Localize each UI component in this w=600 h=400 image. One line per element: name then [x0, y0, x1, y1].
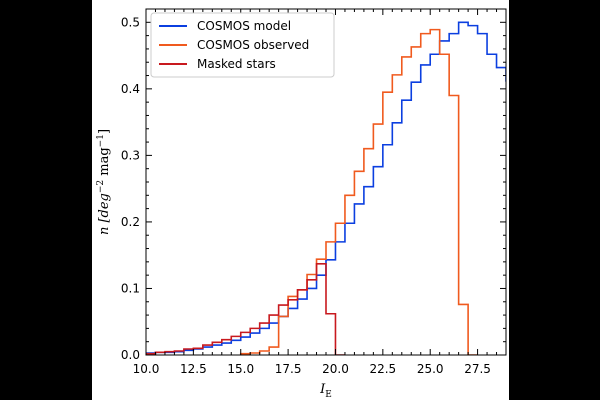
legend-box — [150, 12, 335, 78]
x-tick-label: 15.0 — [227, 362, 254, 376]
y-axis-label: n [deg−2 mag−1] — [96, 129, 112, 235]
x-axis-label-main: I — [319, 382, 326, 397]
y-axis-label-sup1: −2 — [96, 180, 106, 193]
x-tick-label: 10.0 — [133, 362, 160, 376]
legend-label-2: COSMOS observed — [197, 38, 309, 52]
legend-label-3: Masked stars — [197, 57, 276, 71]
y-tick-label: 0.0 — [121, 348, 140, 362]
y-axis-label-sup2: −1 — [96, 134, 106, 147]
legend: COSMOS model COSMOS observed Masked stars — [150, 12, 335, 78]
y-tick-label: 0.4 — [121, 82, 140, 96]
x-axis-label-sub: E — [325, 390, 332, 400]
y-axis-label-end: ] — [97, 129, 112, 134]
series-line-1 — [146, 21, 506, 355]
series-layer — [146, 21, 506, 355]
histogram-chart: 10.0 12.5 15.0 17.5 20.0 22.5 25.0 27.5 0.0 0.1 0.… — [96, 8, 507, 400]
y-tick-label: 0.2 — [121, 215, 140, 229]
series-line-3 — [146, 263, 345, 355]
y-axis-label-mid: mag — [97, 147, 112, 180]
y-axis-label-main: n [deg — [97, 193, 112, 235]
x-tick-label: 25.0 — [417, 362, 444, 376]
x-tick-label: 12.5 — [180, 362, 207, 376]
x-tick-label: 20.0 — [322, 362, 349, 376]
x-tick-label: 22.5 — [369, 362, 396, 376]
x-axis-label: IE — [319, 382, 332, 400]
series-line-2 — [239, 28, 478, 355]
chart-figure: 10.0 12.5 15.0 17.5 20.0 22.5 25.0 27.5 0.0 0.1 0.… — [92, 0, 509, 400]
legend-label-1: COSMOS model — [197, 19, 291, 33]
x-tick-label: 27.5 — [464, 362, 491, 376]
y-tick-label: 0.5 — [121, 15, 140, 29]
y-tick-label: 0.1 — [121, 281, 140, 295]
y-tick-label: 0.3 — [121, 148, 140, 162]
x-tick-label: 17.5 — [275, 362, 302, 376]
ticks-layer: 10.0 12.5 15.0 17.5 20.0 22.5 25.0 27.5 0.0 0.1 0.… — [121, 8, 507, 376]
